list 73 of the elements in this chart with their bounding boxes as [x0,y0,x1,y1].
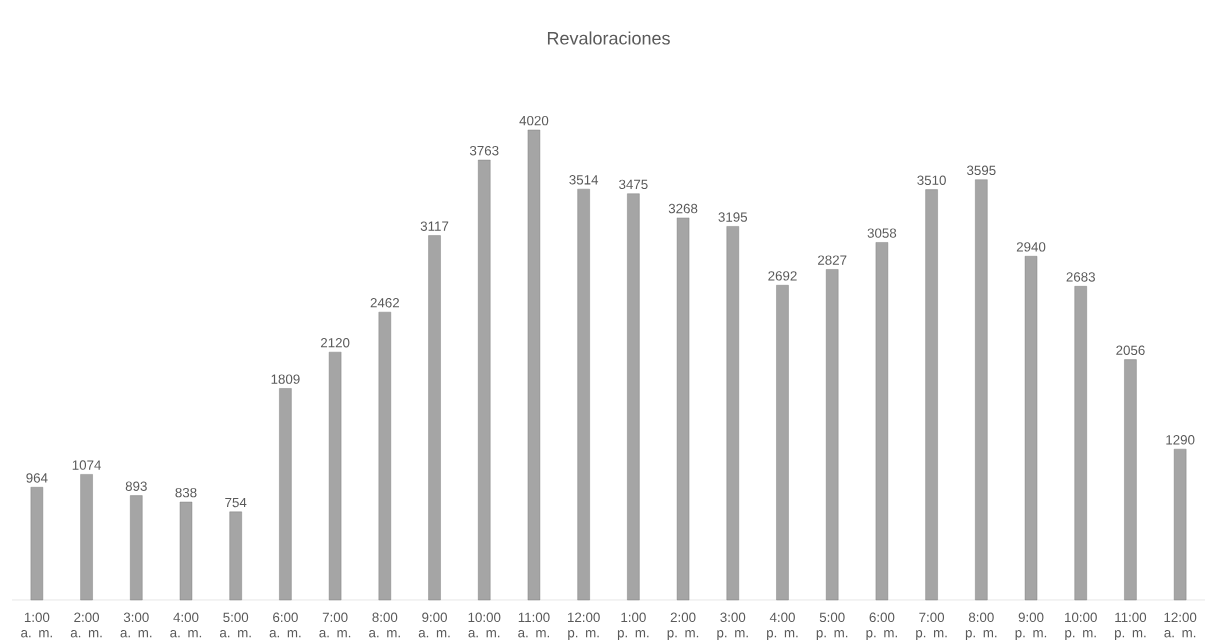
data-label: 3475 [619,179,648,190]
bar [80,474,93,601]
data-label: 2827 [818,255,847,265]
data-label: 1074 [72,460,102,470]
bar [825,269,839,601]
data-label: 3514 [569,175,599,185]
x-tick-label: 9:00 p. m. [1015,612,1047,641]
bar [1074,286,1087,601]
bar [627,193,640,601]
x-tick-label: 8:00 a. m. [369,612,400,638]
x-tick-label: 11:00 p. m. [1115,612,1147,641]
bar [527,129,541,601]
x-tick-label: 3:00 p. m. [717,612,748,641]
x-tick-label: 5:00 p. m. [816,612,848,641]
bar [1124,359,1137,601]
x-tick-label: 8:00 p. m. [965,612,997,641]
x-tick-label: 2:00 p. m. [667,612,699,641]
bar [328,351,342,601]
bar [676,217,690,601]
bar [179,501,193,601]
chart-title: Revaloraciones [547,31,670,45]
data-label: 3058 [867,228,897,238]
data-label: 2692 [768,271,797,281]
data-label: 3510 [917,175,946,185]
bar [130,495,143,601]
x-tick-label: 6:00 p. m. [866,612,897,641]
x-tick-label: 12:00 a. m. [1164,612,1197,638]
data-label: 3595 [966,165,996,176]
data-label: 4020 [519,115,549,126]
data-label: 2940 [1016,242,1046,252]
data-label: 3117 [420,221,449,231]
data-label: 2120 [320,338,350,348]
data-label: 1290 [1166,435,1195,445]
x-tick-label: 10:00 a. m. [468,612,501,638]
data-label: 1809 [271,374,300,384]
bar [30,487,44,601]
x-tick-label: 4:00 a. m. [170,612,202,638]
x-tick-label: 5:00 a. m. [219,612,251,638]
bar [229,511,242,601]
x-tick-label: 11:00 a. m. [518,612,550,638]
x-tick-label: 4:00 p. m. [767,612,798,641]
data-label: 2683 [1066,272,1095,282]
data-label: 838 [175,487,197,498]
x-tick-label: 10:00 p. m. [1065,612,1097,641]
bar [925,189,938,601]
data-label: 3763 [469,145,499,156]
bar [577,188,590,601]
data-label: 3268 [668,203,698,214]
bar [1024,256,1038,601]
x-tick-label: 12:00 p. m. [567,612,600,641]
x-tick-label: 1:00 a. m. [21,612,52,638]
data-label: 3195 [718,212,748,222]
x-tick-label: 7:00 p. m. [916,612,947,641]
data-label: 964 [26,473,48,483]
bar [378,311,392,601]
data-label: 2056 [1116,345,1145,355]
bar [478,159,491,601]
bar [726,226,739,601]
bar [875,242,889,601]
x-tick-label: 9:00 a. m. [418,612,450,638]
data-label: 754 [225,497,247,508]
x-tick-label: 2:00 a. m. [70,612,102,638]
x-tick-label: 6:00 a. m. [269,612,301,638]
x-tick-label: 1:00 p. m. [617,612,649,641]
x-tick-label: 7:00 a. m. [319,612,351,638]
bar [1173,448,1187,601]
bar [975,179,988,601]
data-label: 2462 [370,298,399,308]
bar [279,388,292,601]
bar [428,235,441,601]
bar [776,285,789,601]
data-label: 893 [125,481,147,491]
x-tick-label: 3:00 a. m. [120,612,152,638]
